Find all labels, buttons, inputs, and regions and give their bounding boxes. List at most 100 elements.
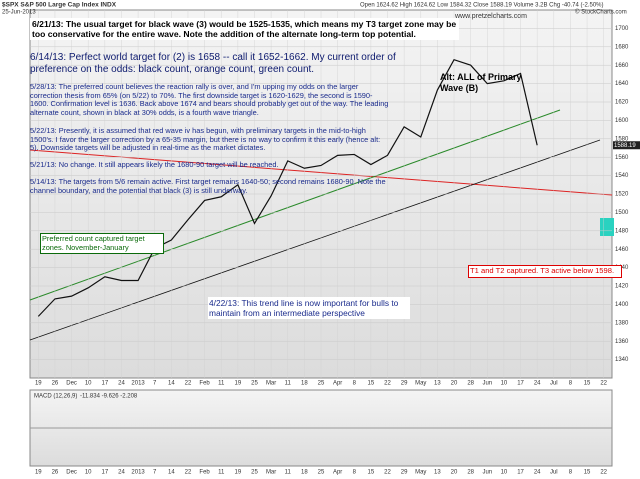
note-6-21: 6/21/13: The usual target for black wave… <box>30 18 459 40</box>
x-tick-label: Dec <box>66 381 77 387</box>
x-tick-label: Apr <box>333 381 342 387</box>
x-tick-label: 10 <box>501 470 508 476</box>
y-tick-label: 1640 <box>615 81 629 87</box>
note-6-14: 6/14/13: Perfect world target for (2) is… <box>30 52 396 75</box>
x-tick-label: Jun <box>482 381 492 387</box>
x-tick-label: May <box>415 381 426 387</box>
x-tick-label: 8 <box>353 470 357 476</box>
note-5-22: 5/22/13: Presently, it is assumed that r… <box>30 126 381 153</box>
x-tick-label: Jul <box>550 381 558 387</box>
y-tick-label: 1620 <box>615 100 629 106</box>
note-5-21: 5/21/13: No change. It still appears lik… <box>30 160 279 169</box>
y-tick-label: 1440 <box>615 265 629 271</box>
macd-title: MACD (12,26,9) <box>34 394 77 400</box>
x-tick-label: 8 <box>353 381 357 387</box>
last-price-label: 1588.19 <box>614 143 636 149</box>
source: © StockCharts.com <box>575 9 627 16</box>
y-tick-label: 1340 <box>615 357 629 363</box>
x-tick-label: 8 <box>569 381 573 387</box>
x-tick-label: 17 <box>101 381 108 387</box>
y-tick-label: 1480 <box>615 228 629 234</box>
x-tick-label: 18 <box>301 381 308 387</box>
y-tick-label: 1700 <box>615 26 629 32</box>
x-tick-label: 29 <box>401 470 408 476</box>
x-tick-label: 17 <box>517 381 524 387</box>
x-tick-label: Apr <box>333 470 342 476</box>
x-tick-label: 14 <box>168 470 175 476</box>
preferred-note: Preferred count captured target zones. N… <box>40 233 164 255</box>
x-tick-label: 10 <box>85 470 92 476</box>
green-channel <box>29 109 561 301</box>
x-tick-label: 20 <box>451 470 458 476</box>
y-tick-label: 1580 <box>615 136 629 142</box>
x-tick-label: Dec <box>66 470 77 476</box>
x-tick-label: 28 <box>467 470 474 476</box>
x-tick-label: 8 <box>569 470 573 476</box>
x-tick-label: Feb <box>199 470 210 476</box>
x-tick-label: 15 <box>368 470 375 476</box>
x-tick-label: 22 <box>185 381 192 387</box>
alt-label: Alt: ALL of Primary Wave (B) <box>440 72 522 93</box>
x-tick-label: 25 <box>251 470 258 476</box>
site: www.pretzelcharts.com <box>454 13 527 20</box>
target-box <box>600 218 614 236</box>
x-tick-label: 15 <box>368 381 375 387</box>
x-tick-label: 17 <box>101 470 108 476</box>
x-tick-label: 19 <box>35 470 42 476</box>
x-tick-label: 24 <box>534 470 541 476</box>
x-tick-label: Jun <box>482 470 492 476</box>
x-tick-label: 24 <box>118 470 125 476</box>
x-tick-label: 26 <box>52 381 59 387</box>
x-tick-label: 22 <box>185 470 192 476</box>
x-tick-label: 19 <box>35 381 42 387</box>
x-tick-label: 22 <box>384 470 391 476</box>
x-tick-label: Mar <box>266 470 276 476</box>
x-tick-label: 26 <box>52 470 59 476</box>
x-tick-label: 22 <box>384 381 391 387</box>
black-channel <box>29 139 601 341</box>
x-tick-label: 10 <box>501 381 508 387</box>
x-tick-label: 10 <box>85 381 92 387</box>
x-tick-label: 17 <box>517 470 524 476</box>
t-targets-note: T1 and T2 captured. T3 active below 1598… <box>468 265 622 278</box>
x-tick-label: 15 <box>584 381 591 387</box>
y-tick-label: 1560 <box>615 155 629 161</box>
quote: Open 1624.62 High 1624.62 Low 1584.32 Cl… <box>360 3 604 9</box>
x-tick-label: 28 <box>467 381 474 387</box>
date: 25-Jun-2013 <box>2 10 36 16</box>
x-tick-label: 25 <box>318 381 325 387</box>
y-tick-label: 1400 <box>615 302 629 308</box>
x-tick-label: 13 <box>434 381 441 387</box>
x-tick-label: 24 <box>118 381 125 387</box>
x-tick-label: 19 <box>235 470 242 476</box>
price-line <box>37 58 538 317</box>
y-tick-label: 1460 <box>615 247 629 253</box>
x-tick-label: 25 <box>318 470 325 476</box>
y-tick-label: 1680 <box>615 44 629 50</box>
x-tick-label: 7 <box>153 381 157 387</box>
x-tick-label: 15 <box>584 470 591 476</box>
y-tick-label: 1420 <box>615 284 629 290</box>
y-tick-label: 1600 <box>615 118 629 124</box>
x-tick-label: 13 <box>434 470 441 476</box>
y-tick-label: 1380 <box>615 320 629 326</box>
y-tick-label: 1500 <box>615 210 629 216</box>
x-tick-label: Mar <box>266 381 276 387</box>
x-tick-label: 7 <box>153 470 157 476</box>
note-5-28: 5/28/13: The preferred count believes th… <box>30 82 389 117</box>
x-tick-label: 11 <box>218 381 225 387</box>
x-tick-label: 2013 <box>131 381 145 387</box>
x-tick-label: May <box>415 470 426 476</box>
x-tick-label: 2013 <box>131 470 145 476</box>
note-4-22: 4/22/13: This trend line is now importan… <box>208 297 410 319</box>
x-tick-label: 20 <box>451 381 458 387</box>
x-tick-label: 22 <box>600 470 607 476</box>
x-tick-label: Feb <box>199 381 210 387</box>
x-tick-label: 25 <box>251 381 258 387</box>
macd-values: -11.834 -9.626 -2.208 <box>80 394 138 400</box>
y-tick-label: 1520 <box>615 192 629 198</box>
x-tick-label: 22 <box>600 381 607 387</box>
x-tick-label: 11 <box>218 470 225 476</box>
